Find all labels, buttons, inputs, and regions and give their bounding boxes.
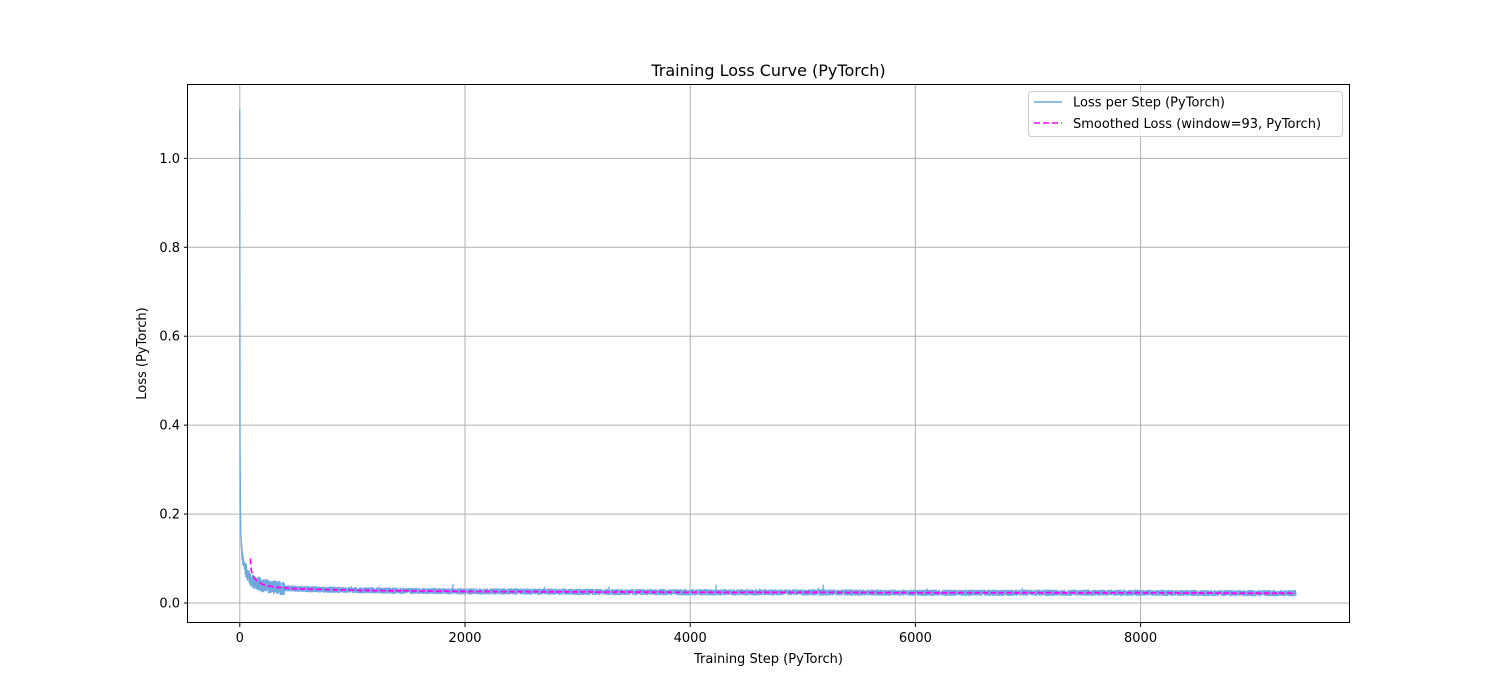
y-tick-label: 0.4 [159,419,180,434]
y-tick-label: 0.2 [159,508,180,523]
y-axis-title: Loss (PyTorch) [135,307,150,399]
x-tick-label: 8000 [1124,631,1157,646]
tick-layer: 0 2000 4000 6000 8000 0.0 0.2 0.4 0.6 0.8 1.0 [159,152,1157,646]
legend-smoothed-label: Smoothed Loss (window=93, PyTorch) [1073,117,1321,132]
grid-layer [188,85,1350,623]
x-tick-label: 2000 [448,631,481,646]
x-axis-title: Training Step (PyTorch) [693,652,843,667]
series-layer [239,109,1297,597]
x-tick-label: 4000 [674,631,707,646]
legend-box [1028,91,1343,137]
y-tick-label: 1.0 [159,152,180,167]
legend-raw-label: Loss per Step (PyTorch) [1073,96,1225,111]
chart-title: Training Loss Curve (PyTorch) [650,61,885,80]
smoothed-loss-line [249,558,1296,595]
y-tick-label: 0.8 [159,241,180,256]
plot-frame [187,84,1350,623]
y-tick-label: 0.0 [159,596,180,611]
x-tick-label: 6000 [899,631,932,646]
y-tick-label: 0.6 [159,330,180,345]
legend: Loss per Step (PyTorch) Smoothed Loss (w… [1028,91,1343,137]
x-tick-label: 0 [236,631,244,646]
